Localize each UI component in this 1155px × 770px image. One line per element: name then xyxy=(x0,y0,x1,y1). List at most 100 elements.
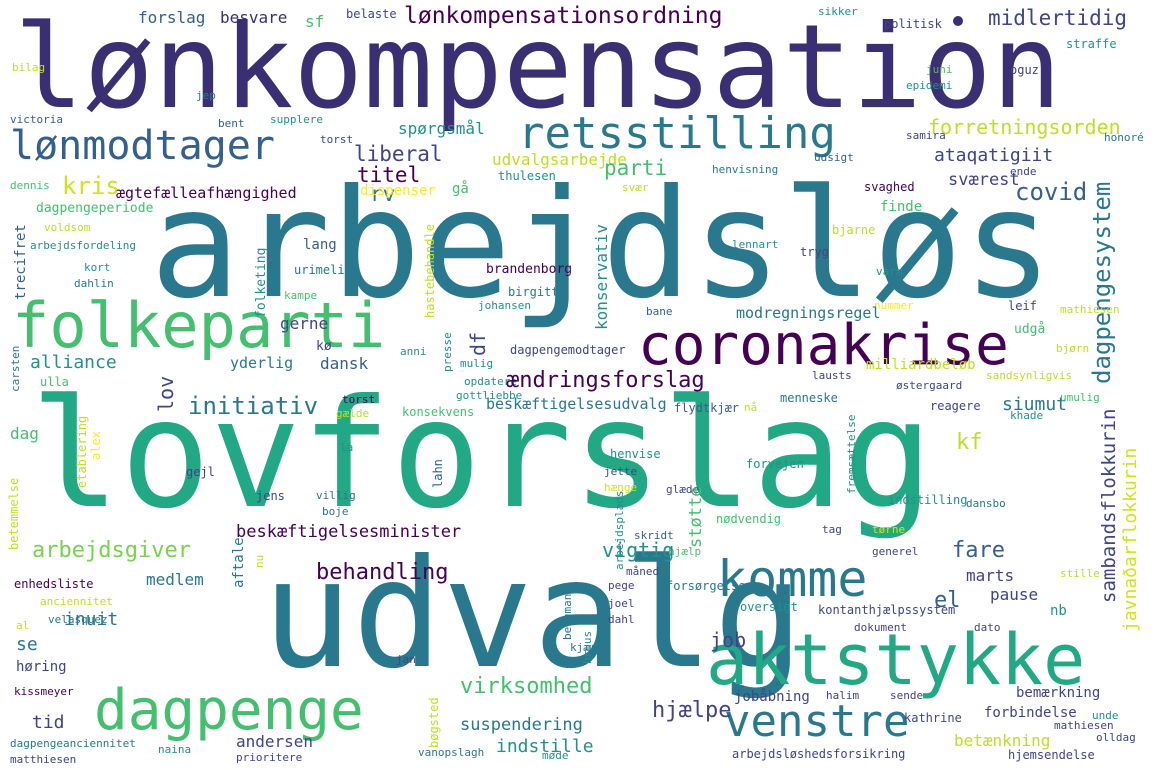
word: bøgsted xyxy=(427,697,441,748)
word: urimelig xyxy=(294,263,352,277)
word: kjær xyxy=(570,641,597,654)
word: unde xyxy=(1092,709,1119,722)
word: pause xyxy=(990,585,1039,604)
word: arbejdsløshedsforsikring xyxy=(732,747,906,761)
word: lahn xyxy=(431,459,445,488)
word: forvejen xyxy=(746,457,804,471)
word: dag xyxy=(10,424,39,443)
word: bent xyxy=(218,117,245,130)
word: kris xyxy=(62,172,120,200)
word: sandsynligvis xyxy=(986,369,1073,382)
word: siumut xyxy=(1002,394,1068,415)
word: besvare xyxy=(220,8,288,27)
word: varm xyxy=(876,265,903,278)
word: jan xyxy=(396,653,416,666)
word: la xyxy=(340,441,354,454)
word: belaste xyxy=(346,7,397,21)
word: df xyxy=(466,331,490,356)
word: naina xyxy=(158,743,192,756)
word: måned xyxy=(626,565,660,578)
word: nb xyxy=(1050,603,1067,619)
word: henvise xyxy=(610,447,661,461)
word: liberal xyxy=(354,142,443,166)
word: umulig xyxy=(1060,391,1100,404)
word: stille xyxy=(1060,567,1100,580)
word: udvalgsarbejde xyxy=(492,150,627,169)
word: yderlig xyxy=(230,354,294,372)
word: villig xyxy=(316,489,356,502)
word: forsørgelse xyxy=(666,579,746,593)
word: trecifret xyxy=(13,224,29,300)
word: høring xyxy=(16,659,67,675)
word: fare xyxy=(952,538,1005,563)
word: udgå xyxy=(1014,322,1046,337)
word: straffe xyxy=(1066,37,1117,51)
word: voldsom xyxy=(44,221,91,234)
word: lønmodtager xyxy=(10,123,275,169)
word: matthiesen xyxy=(10,753,77,766)
word: forretningsorden xyxy=(928,115,1121,139)
word: udsigt xyxy=(814,151,854,164)
word: mulig xyxy=(460,357,494,370)
word: presse xyxy=(441,332,454,372)
word: reagere xyxy=(930,399,981,413)
word: marts xyxy=(966,566,1015,585)
word: prioritere xyxy=(236,751,303,764)
word: bane xyxy=(646,305,673,318)
word: beskæftigelsesminister xyxy=(236,522,462,542)
word: oversigt xyxy=(740,600,798,614)
word: birgitte xyxy=(508,285,566,299)
word: coronakrise xyxy=(638,313,1009,378)
word: mathiesen xyxy=(1060,303,1120,316)
word: komme xyxy=(717,550,868,608)
word: titel xyxy=(357,163,421,187)
word: forslag xyxy=(138,8,206,27)
word: menneske xyxy=(780,391,838,405)
word: sambandsflokkurin xyxy=(1098,408,1120,603)
word: anciennitet xyxy=(40,595,113,608)
word: indstille xyxy=(496,736,594,757)
word: gerne xyxy=(280,314,329,333)
word: inuit xyxy=(64,609,119,630)
word: jobåbning xyxy=(734,689,810,705)
word: lov xyxy=(154,375,178,412)
word: bergman xyxy=(561,593,574,640)
word: job xyxy=(710,628,747,652)
word: ulla xyxy=(40,375,69,389)
word: dansbo xyxy=(966,497,1006,510)
word: indstilling xyxy=(888,493,968,507)
word: arbejdsfordeling xyxy=(30,239,136,252)
word: dahl xyxy=(608,613,635,626)
word: parti xyxy=(604,156,668,180)
word: initiativ xyxy=(188,392,319,420)
word: rv xyxy=(370,182,396,206)
dot xyxy=(953,16,963,26)
word: joel xyxy=(608,597,635,610)
word: hjemsendelse xyxy=(1008,748,1095,762)
word: svær xyxy=(622,181,649,194)
word: bjørn xyxy=(1056,342,1090,355)
word: beskæftigelsesudvalg xyxy=(486,395,667,413)
word: henvisning xyxy=(712,163,779,176)
word: betænkning xyxy=(954,731,1051,750)
word: politisk xyxy=(884,17,942,31)
word: honoré xyxy=(1104,131,1144,144)
word: ataqatigiit xyxy=(934,145,1054,166)
word: svaghed xyxy=(864,180,915,194)
word: ægtefælleafhængighed xyxy=(116,184,297,202)
word: sende xyxy=(890,689,924,702)
word: tag xyxy=(822,523,842,536)
word: aftale xyxy=(231,537,247,588)
word: covid xyxy=(1015,178,1088,206)
word: bilag xyxy=(12,61,46,74)
word: gælde xyxy=(336,407,370,420)
word: kontanthjælpssystem xyxy=(818,603,956,617)
word: juni xyxy=(926,63,953,76)
word: støtte xyxy=(686,486,706,548)
word: behandling xyxy=(316,560,449,585)
word: dagpengeanciennitet xyxy=(10,737,136,750)
word: lennart xyxy=(732,238,779,251)
word: modregningsregel xyxy=(736,304,881,322)
word: dagpengeperiode xyxy=(36,201,154,216)
word: venstre xyxy=(724,696,910,747)
